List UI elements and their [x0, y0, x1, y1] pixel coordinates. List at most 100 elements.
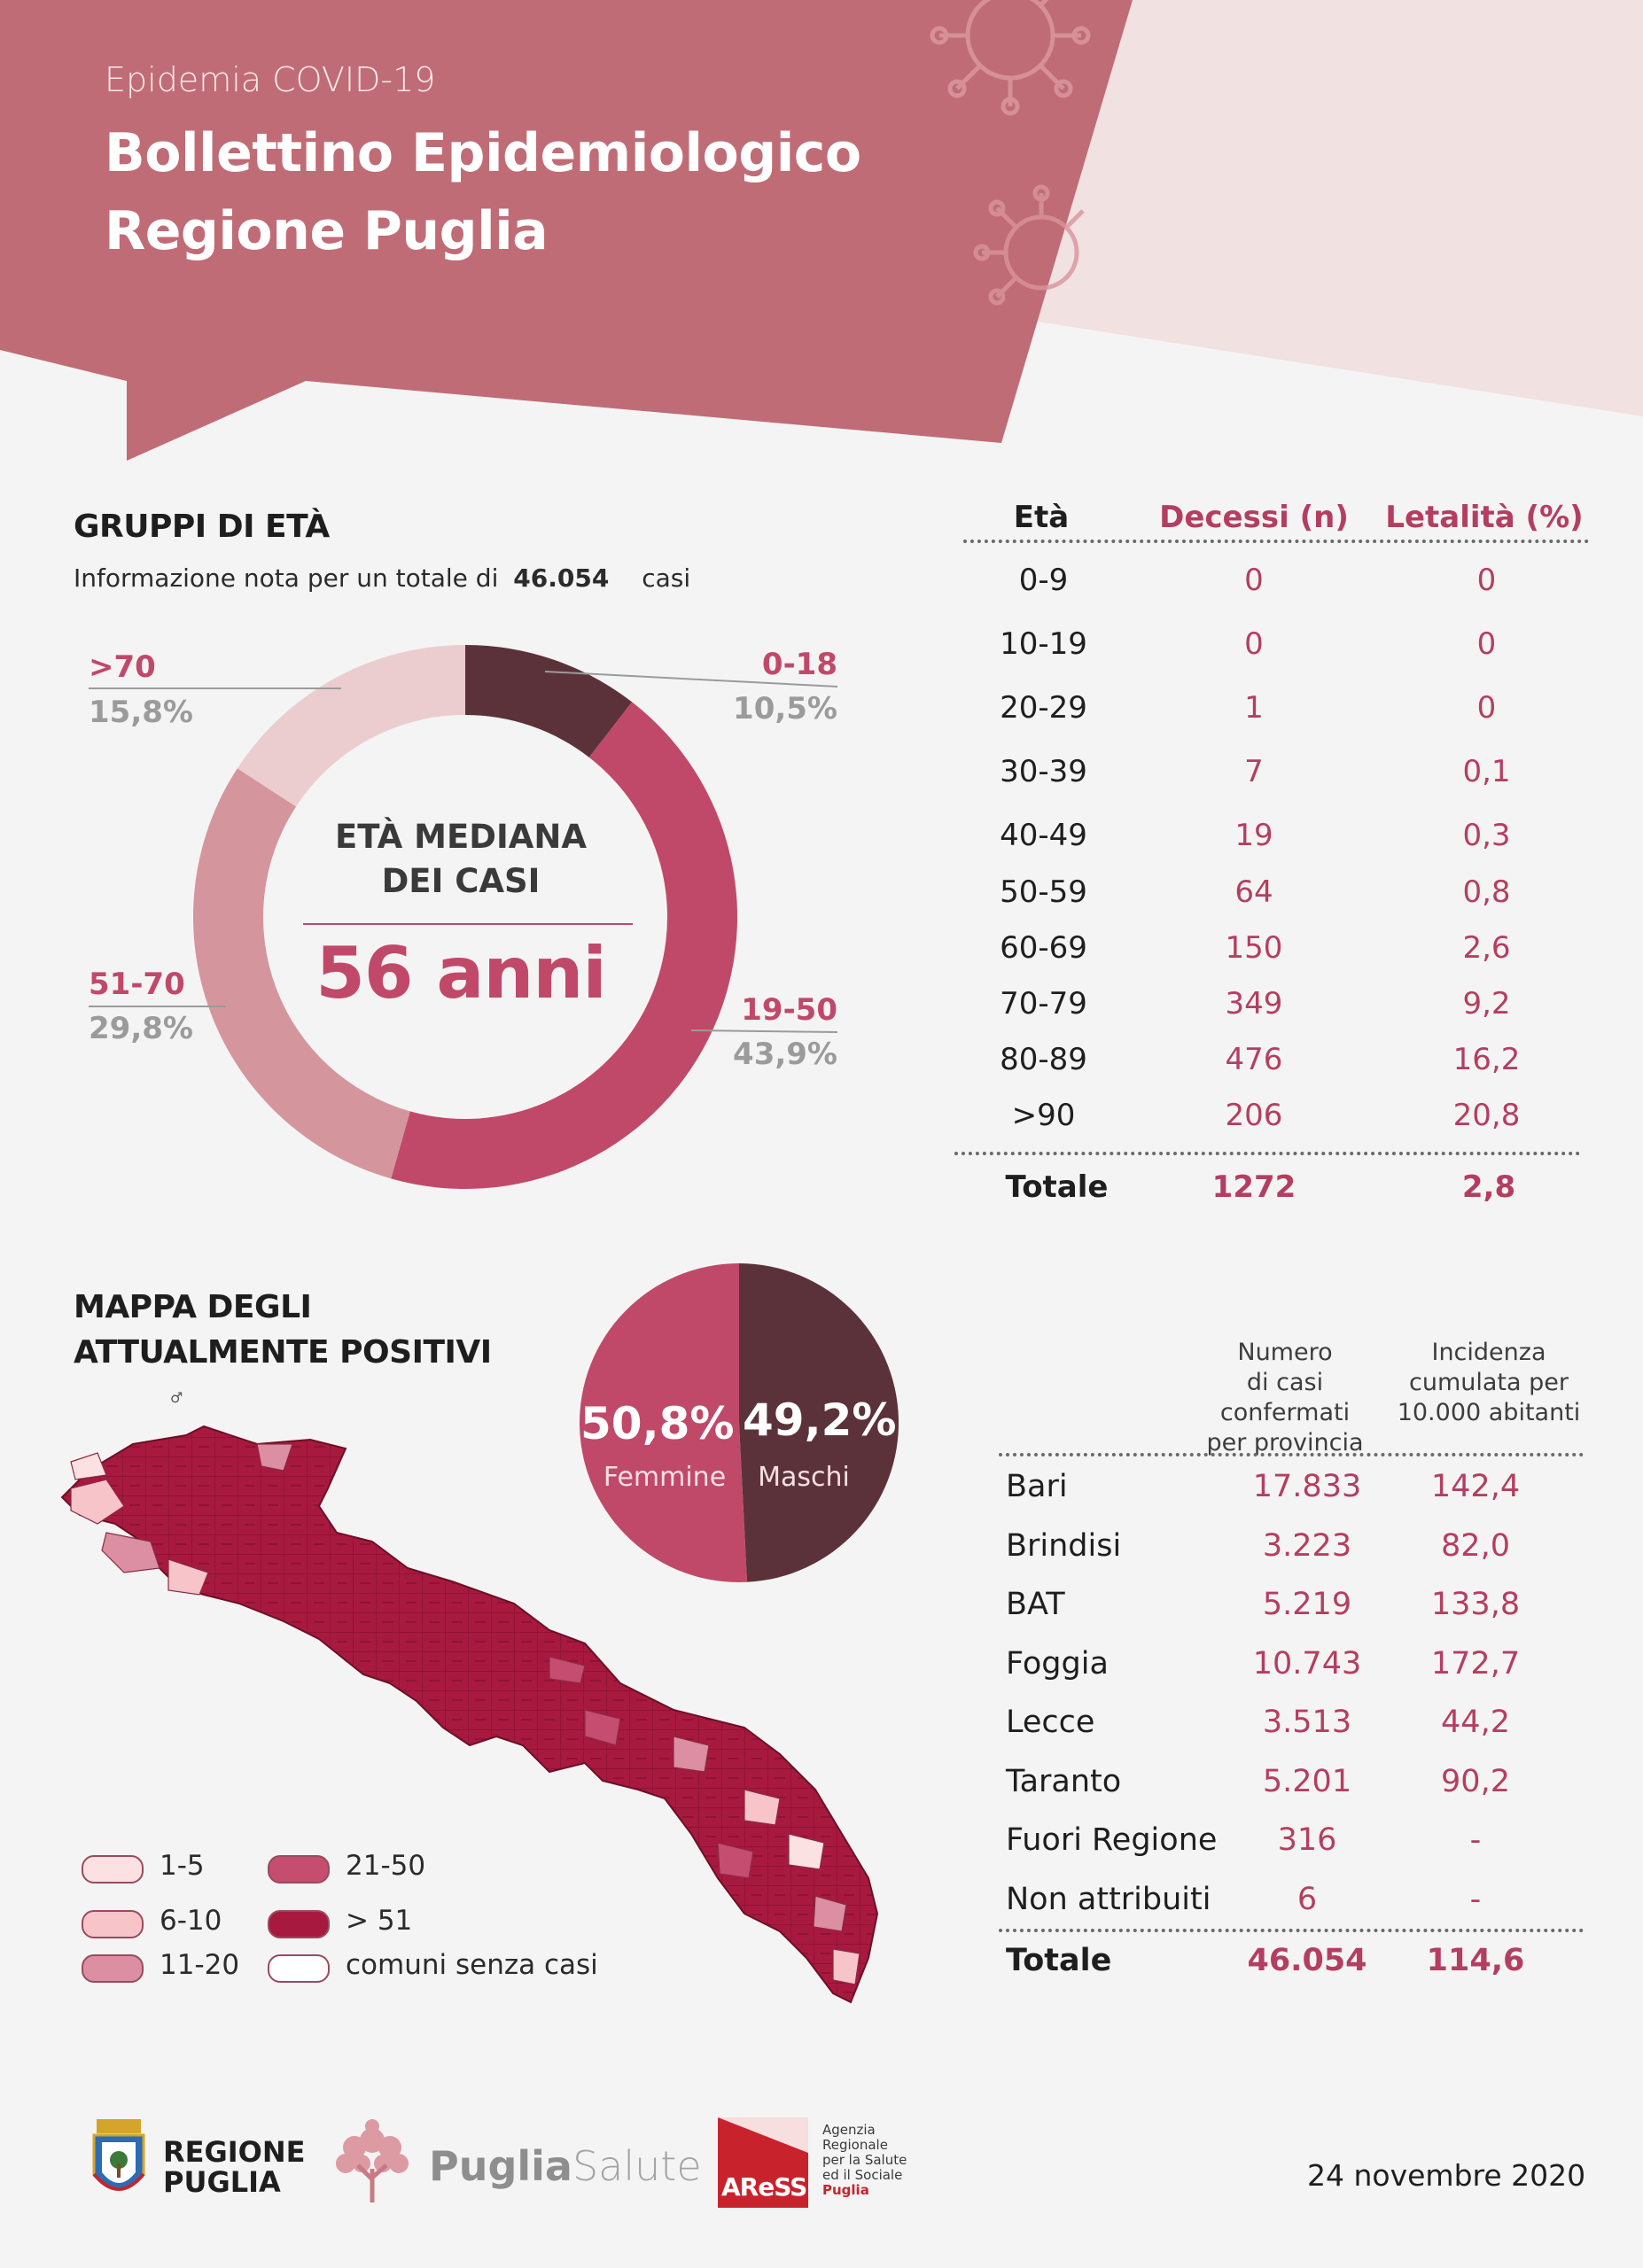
legend-swatch: [268, 1910, 330, 1938]
province-row-incidence: 44,2: [1441, 1705, 1510, 1740]
mortality-row-lethality: 0: [1476, 690, 1497, 726]
map-low-incidence-areas: [70, 1443, 860, 1985]
legend-swatch: [82, 1855, 144, 1884]
age-groups-info-total: 46.054: [513, 563, 610, 593]
age-groups-info-prefix: Informazione nota per un totale di: [74, 563, 499, 593]
header-banner: [0, 0, 1643, 461]
province-header-incidence-line3: 10.000 abitanti: [1397, 1399, 1581, 1426]
legend-swatch: [82, 1954, 144, 1983]
province-header-incidence-line2: cumulata per: [1409, 1369, 1569, 1396]
province-row-cases: 10.743: [1252, 1645, 1362, 1682]
puglia-salute-logo-part1: Puglia: [429, 2142, 572, 2190]
age-groups-title: GRUPPI DI ETÀ: [74, 509, 330, 545]
mortality-row-deaths: 1: [1244, 690, 1264, 726]
donut-label-over70: >70: [89, 649, 156, 685]
median-age-caption-line2: DEI CASI: [381, 862, 541, 900]
puglia-map: [60, 1425, 879, 2004]
mortality-row-age: 50-59: [1000, 874, 1087, 910]
age-groups-info-suffix: casi: [642, 563, 691, 593]
male-label: Maschi: [758, 1462, 850, 1493]
bulletin-title-line1: Bollettino Epidemiologico: [105, 122, 861, 184]
mortality-row-lethality: 0: [1476, 563, 1497, 598]
legend-label: > 51: [346, 1905, 413, 1937]
donut-pct-51-70: 29,8%: [89, 1011, 193, 1046]
mortality-row-age: 30-39: [1000, 754, 1087, 789]
province-row-incidence: 172,7: [1430, 1645, 1521, 1682]
mortality-row-lethality: 9,2: [1462, 986, 1511, 1021]
mortality-row-age: 0-9: [1018, 563, 1069, 598]
donut-pct-over70: 15,8%: [89, 695, 193, 730]
donut-pct-19-50: 43,9%: [733, 1037, 837, 1072]
province-row-cases: 3.513: [1262, 1705, 1352, 1740]
legend-swatch: [82, 1910, 144, 1938]
map-title-line1: MAPPA DEGLI: [74, 1289, 312, 1325]
province-row-incidence: 133,8: [1430, 1587, 1521, 1622]
aress-logo-text: Agenzia Regionale per la Salute ed il So…: [822, 2123, 907, 2198]
mortality-row-lethality: 20,8: [1452, 1098, 1521, 1133]
regione-puglia-coat-of-arms-icon: [92, 2119, 145, 2191]
mortality-row-age: 10-19: [1000, 626, 1087, 662]
mortality-total-lethality: 2,8: [1461, 1169, 1516, 1205]
province-header-divider: [999, 1453, 1584, 1456]
mortality-row-deaths: 7: [1244, 754, 1264, 789]
province-row-name: Lecce: [1006, 1705, 1095, 1740]
mortality-header-age: Età: [1013, 500, 1070, 535]
bulletin-subtitle: Epidemia COVID-19: [105, 60, 436, 99]
donut-label-19-50: 19-50: [741, 992, 837, 1028]
aress-logo-text-line3: per la Salute: [822, 2152, 907, 2168]
province-row-cases: 5.219: [1262, 1587, 1352, 1622]
mortality-row-deaths: 206: [1225, 1098, 1283, 1133]
mortality-row-lethality: 0,3: [1462, 818, 1511, 853]
median-age-caption-line1: ETÀ MEDIANA: [335, 818, 587, 856]
legend-label: 11-20: [160, 1949, 240, 1981]
mortality-row-deaths: 349: [1225, 986, 1283, 1021]
province-row-cases: 3.223: [1262, 1527, 1352, 1564]
province-row-incidence: 142,4: [1430, 1469, 1521, 1504]
mortality-total-deaths: 1272: [1211, 1169, 1296, 1205]
legend-label: comuni senza casi: [346, 1949, 598, 1981]
province-row-name: Brindisi: [1006, 1527, 1122, 1564]
age-donut-chart: [193, 645, 737, 1189]
province-row-cases: 17.833: [1252, 1469, 1362, 1504]
puglia-salute-logo-part2: Salute: [572, 2142, 702, 2190]
province-row-name: BAT: [1006, 1587, 1065, 1622]
mortality-row-lethality: 0,8: [1462, 874, 1511, 910]
province-header-cases-line2: di casi confermati: [1219, 1369, 1351, 1426]
mortality-total-divider: [954, 1152, 1580, 1155]
virus-icon: [973, 184, 1085, 306]
legend-label: 6-10: [160, 1905, 222, 1937]
aress-logo-mark-text: AReSS: [721, 2172, 807, 2202]
province-row-name: Taranto: [1006, 1763, 1122, 1799]
province-total-divider: [999, 1929, 1584, 1932]
sex-pie-chart: [580, 1263, 899, 1582]
regione-puglia-logo-text: REGIONE PUGLIA: [163, 2137, 306, 2197]
province-header-cases: Numero di casi confermati per provincia: [1179, 1338, 1391, 1458]
pie-slice-femmine: [580, 1263, 748, 1582]
province-header-incidence-line1: Incidenza: [1431, 1339, 1546, 1366]
age-groups-info: Informazione nota per un totale di 46.05…: [74, 563, 690, 593]
mortality-row-deaths: 0: [1244, 626, 1264, 662]
mortality-row-lethality: 16,2: [1452, 1042, 1521, 1077]
female-label: Femmine: [603, 1462, 727, 1493]
mortality-row-age: 40-49: [1000, 818, 1087, 853]
bulletin-date: 24 novembre 2020: [1307, 2158, 1586, 2193]
mortality-header-divider: [963, 540, 1589, 543]
province-header-cases-line3: per provincia: [1206, 1429, 1364, 1456]
province-row-name: Bari: [1006, 1469, 1068, 1504]
mortality-row-deaths: 0: [1244, 563, 1264, 598]
mortality-row-deaths: 19: [1234, 818, 1273, 853]
province-header-incidence: Incidenza cumulata per 10.000 abitanti: [1391, 1338, 1586, 1428]
donut-slice-1950: [391, 702, 737, 1189]
province-row-name: Non attribuiti: [1006, 1881, 1211, 1917]
province-row-cases: 6: [1296, 1881, 1318, 1917]
province-header-cases-line1: Numero: [1237, 1339, 1333, 1366]
mortality-row-lethality: 0,1: [1462, 754, 1511, 789]
mortality-row-age: >90: [1011, 1098, 1076, 1133]
province-total-label: Totale: [1006, 1943, 1112, 1978]
province-row-cases: 5.201: [1262, 1763, 1352, 1799]
mortality-header-deaths: Decessi (n): [1159, 500, 1349, 535]
north-arrow-icon: ♂: [170, 1389, 183, 1406]
legend-label: 21-50: [346, 1850, 426, 1882]
mortality-total-label: Totale: [1005, 1169, 1109, 1205]
map-title-line2: ATTUALMENTE POSITIVI: [74, 1334, 492, 1371]
